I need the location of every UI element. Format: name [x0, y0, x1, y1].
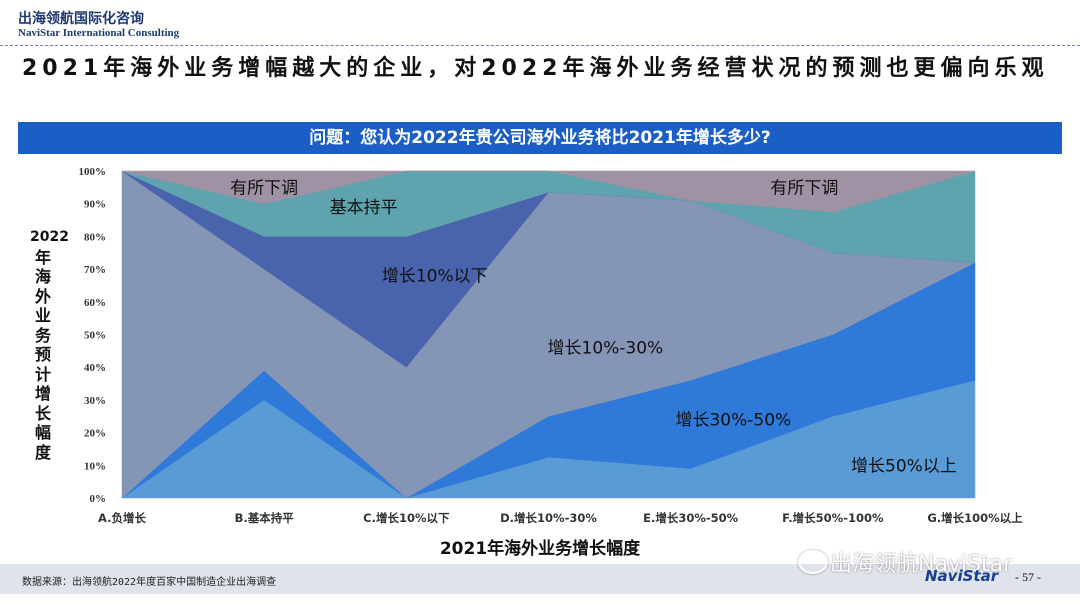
y-axis-title-glyph: 幅 — [34, 423, 51, 442]
x-tick-label: E.增长30%-50% — [643, 511, 739, 525]
y-tick-label: 0% — [90, 493, 107, 505]
x-axis-title: 2021年海外业务增长幅度 — [439, 539, 641, 559]
y-axis-title-glyph: 预 — [34, 345, 51, 364]
y-axis-title-glyph: 2022 — [30, 229, 69, 245]
y-axis-title-glyph: 增 — [34, 384, 51, 403]
y-tick-label: 50% — [84, 330, 106, 342]
y-axis-title-glyph: 长 — [34, 403, 51, 423]
area-label: 有所下调 — [770, 178, 838, 198]
y-tick-label: 30% — [84, 395, 106, 407]
wechat-icon — [798, 550, 828, 574]
y-tick-label: 80% — [84, 231, 106, 243]
y-tick-label: 90% — [84, 199, 106, 211]
x-tick-label: C.增长10%以下 — [363, 511, 450, 525]
question-banner: 问题：您认为2022年贵公司海外业务将比2021年增长多少? — [18, 122, 1062, 154]
area-label: 增长50%以上 — [851, 456, 957, 476]
area-label: 增长30%-50% — [675, 411, 791, 431]
x-tick-label: B.基本持平 — [235, 511, 295, 525]
y-tick-label: 60% — [84, 297, 106, 309]
x-tick-label: A.负增长 — [98, 511, 146, 525]
x-tick-label: D.增长10%-30% — [500, 511, 597, 525]
x-tick-label: F.增长50%-100% — [782, 511, 884, 525]
x-tick-label: G.增长100%以上 — [927, 511, 1023, 525]
navistar-logo: NaviStar — [925, 567, 999, 585]
area-label: 增长10%-30% — [548, 339, 664, 359]
y-axis-title-glyph: 计 — [34, 364, 51, 384]
area-label: 有所下调 — [230, 178, 298, 198]
y-axis-title-glyph: 外 — [34, 286, 51, 306]
brand-name-en: NaviStar International Consulting — [18, 27, 180, 39]
watermark-text: 出海领航NaviStar — [830, 552, 1013, 577]
y-axis-title-glyph: 业 — [34, 306, 51, 325]
data-source-note: 数据来源：出海领航2022年度百家中国制造企业出海调查 — [22, 577, 277, 588]
footer-bar — [0, 564, 1080, 594]
page-number: - 57 - — [1015, 570, 1041, 584]
area-label: 增长10%以下 — [382, 267, 488, 287]
y-tick-label: 100% — [79, 166, 107, 178]
brand-name-cn: 出海领航国际化咨询 — [18, 11, 144, 27]
y-axis-title-glyph: 年 — [34, 247, 51, 267]
y-tick-label: 70% — [84, 264, 106, 276]
y-tick-label: 40% — [84, 362, 106, 374]
area-label: 基本持平 — [330, 198, 398, 218]
y-axis-title-glyph: 务 — [34, 325, 51, 345]
y-tick-label: 20% — [84, 428, 106, 440]
y-axis-title-glyph: 海 — [34, 267, 51, 286]
y-axis-title: 2022 年海外业务预计增长幅度 — [30, 228, 69, 462]
y-axis-title-glyph: 度 — [34, 442, 51, 462]
slide-headline: 2021年海外业务增幅越大的企业，对2022年海外业务经营状况的预测也更偏向乐观 — [22, 56, 1049, 81]
area-series-5 — [121, 170, 976, 213]
header-divider — [0, 45, 1080, 46]
y-tick-label: 10% — [84, 460, 106, 472]
